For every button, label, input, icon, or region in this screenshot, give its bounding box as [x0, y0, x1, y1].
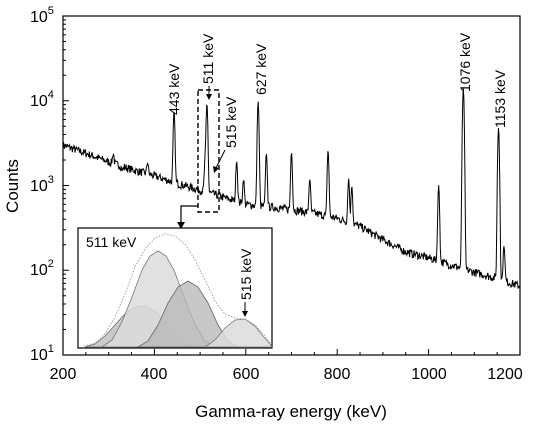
inset-envelope [83, 233, 272, 347]
x-tick-label-200: 200 [50, 366, 77, 383]
inset-panel: 511 keV 515 keV [77, 227, 273, 349]
y-tick-label-5: 105 [30, 5, 54, 26]
annotation-443-kev: 443 keV [166, 63, 182, 115]
peak-annotations: 443 keV 511 keV 515 keV 627 keV 1076 keV… [166, 32, 508, 173]
x-tick-label-400: 400 [141, 366, 168, 383]
x-axis: 200 400 600 800 1000 1200 [50, 349, 523, 383]
arrow-515-line [215, 149, 226, 169]
annotation-1153-kev: 1153 keV [492, 69, 508, 128]
annotation-511-kev: 511 keV [200, 33, 216, 84]
inset-connector [177, 205, 198, 229]
spectrum-line [62, 88, 521, 289]
annotation-627-kev: 627 keV [253, 43, 269, 95]
x-tick-label-600: 600 [233, 366, 260, 383]
y-tick-label-4: 104 [30, 89, 54, 110]
x-ticks [62, 349, 521, 355]
x-axis-title: Gamma-ray energy (keV) [195, 402, 387, 421]
y-tick-label-1: 101 [30, 343, 54, 364]
inset-arrow-515-head [242, 311, 248, 317]
arrow-515-head [213, 166, 219, 173]
inset-peak-515 [203, 318, 273, 348]
y-tick-label-3: 103 [30, 174, 54, 195]
inset-label-511: 511 keV [86, 234, 137, 250]
x-tick-label-1000: 1000 [411, 366, 447, 383]
y-axis-title: Counts [3, 159, 22, 213]
y-axis: 101 102 103 104 105 [30, 5, 69, 364]
y-minor-ticks [63, 19, 69, 356]
inset-label-515: 515 keV [238, 248, 254, 300]
x-tick-label-800: 800 [324, 366, 351, 383]
annotation-515-kev: 515 keV [223, 96, 239, 148]
arrow-511-head [206, 94, 212, 100]
annotation-1076-kev: 1076 keV [457, 32, 473, 92]
x-tick-label-1200: 1200 [487, 366, 523, 383]
y-tick-label-2: 102 [30, 258, 54, 279]
